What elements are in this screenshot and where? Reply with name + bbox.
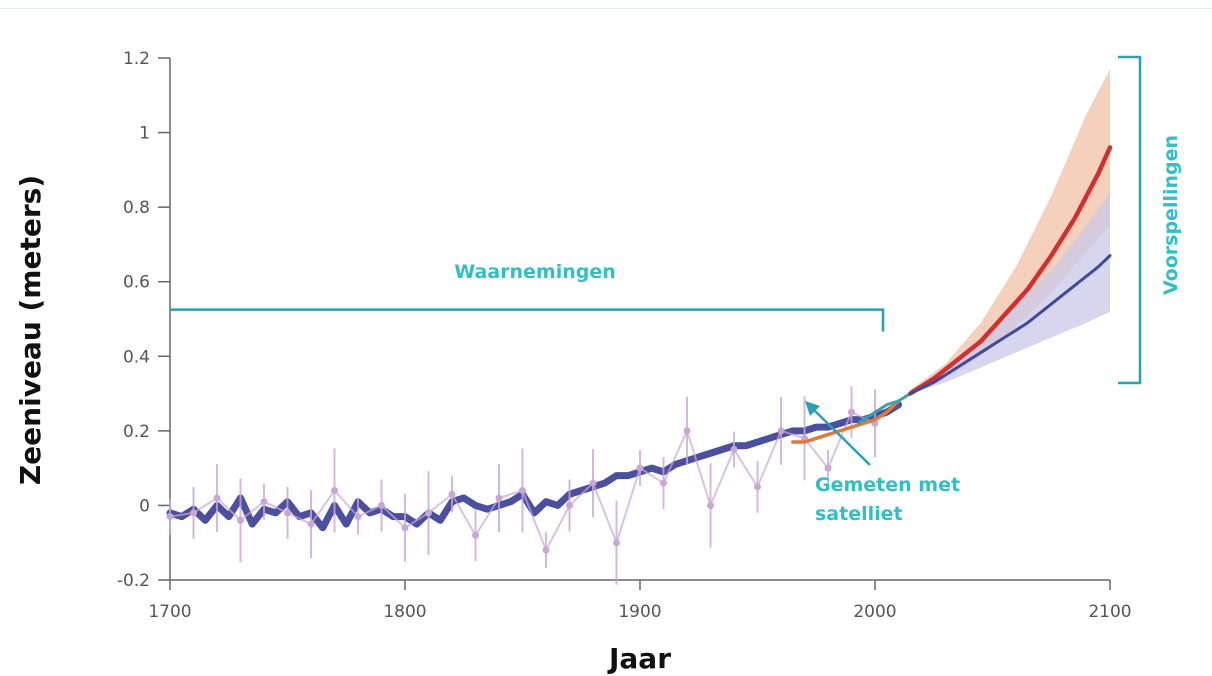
data-point xyxy=(237,516,244,524)
x-axis-title: Jaar xyxy=(607,642,671,675)
data-point xyxy=(730,446,738,453)
satellite-arrow-head xyxy=(805,401,820,416)
data-point xyxy=(260,498,268,506)
data-point xyxy=(378,501,385,509)
data-point xyxy=(190,509,197,517)
series-line-5 xyxy=(908,254,1112,396)
data-point xyxy=(848,408,855,416)
projection-bands xyxy=(910,69,1110,394)
chart-series xyxy=(166,145,1113,585)
data-point xyxy=(683,427,691,435)
data-point xyxy=(636,464,644,472)
data-point xyxy=(448,490,456,498)
y-tick-label: -0.2 xyxy=(117,571,150,591)
data-point xyxy=(519,487,526,495)
x-tick-label: 1800 xyxy=(383,602,426,622)
satellite-arrow-line xyxy=(811,407,871,466)
annotation-brackets xyxy=(170,55,1142,466)
uncertainty-band-1 xyxy=(910,192,1110,394)
data-point xyxy=(613,539,620,547)
x-tick-label: 2000 xyxy=(853,602,896,622)
data-point xyxy=(566,501,573,509)
tick-labels: -0.2 0 0.2 0.4 0.6 0.8 1 1.2 1700 1800 1900 2000 210… xyxy=(117,49,1132,622)
y-tick-label: 0.4 xyxy=(123,347,150,367)
satellite-label-line1: Gemeten met xyxy=(815,474,960,496)
y-tick-label: 1.2 xyxy=(123,49,150,69)
data-point xyxy=(824,464,832,472)
data-point xyxy=(707,501,714,509)
top-divider xyxy=(0,8,1212,9)
data-point xyxy=(166,513,174,521)
data-point xyxy=(542,546,550,554)
series-line-4 xyxy=(908,145,1113,396)
projections-bracket xyxy=(1118,55,1142,385)
data-point xyxy=(589,479,597,487)
data-point xyxy=(284,509,291,517)
data-point xyxy=(777,427,785,435)
data-point xyxy=(307,520,315,528)
y-tick-label: 0.2 xyxy=(123,422,150,442)
data-point xyxy=(425,509,432,517)
data-point xyxy=(331,487,338,495)
data-point xyxy=(213,494,221,502)
y-axis-title: Zeeniveau (meters) xyxy=(14,175,47,485)
observations-bracket xyxy=(170,308,885,332)
data-point xyxy=(754,483,761,491)
observations-label: Waarnemingen xyxy=(454,261,616,283)
projections-label: Voorspellingen xyxy=(1160,135,1182,295)
y-tick-label: 0.6 xyxy=(123,273,150,293)
data-point xyxy=(660,479,667,487)
chart-axes xyxy=(158,57,1111,590)
y-tick-label: 0.8 xyxy=(123,198,150,218)
series-line-3 xyxy=(857,392,912,425)
data-point xyxy=(495,494,503,502)
data-point xyxy=(354,513,362,521)
data-point xyxy=(401,524,409,532)
y-tick-label: 0 xyxy=(139,496,150,516)
series-line-0 xyxy=(166,401,902,532)
satellite-label-line2: satelliet xyxy=(815,503,903,525)
series-line-2 xyxy=(791,399,901,444)
x-tick-label: 2100 xyxy=(1088,602,1131,622)
x-tick-label: 1900 xyxy=(618,602,661,622)
y-tick-label: 1 xyxy=(139,124,150,144)
data-point xyxy=(472,531,479,539)
x-tick-label: 1700 xyxy=(148,602,191,622)
